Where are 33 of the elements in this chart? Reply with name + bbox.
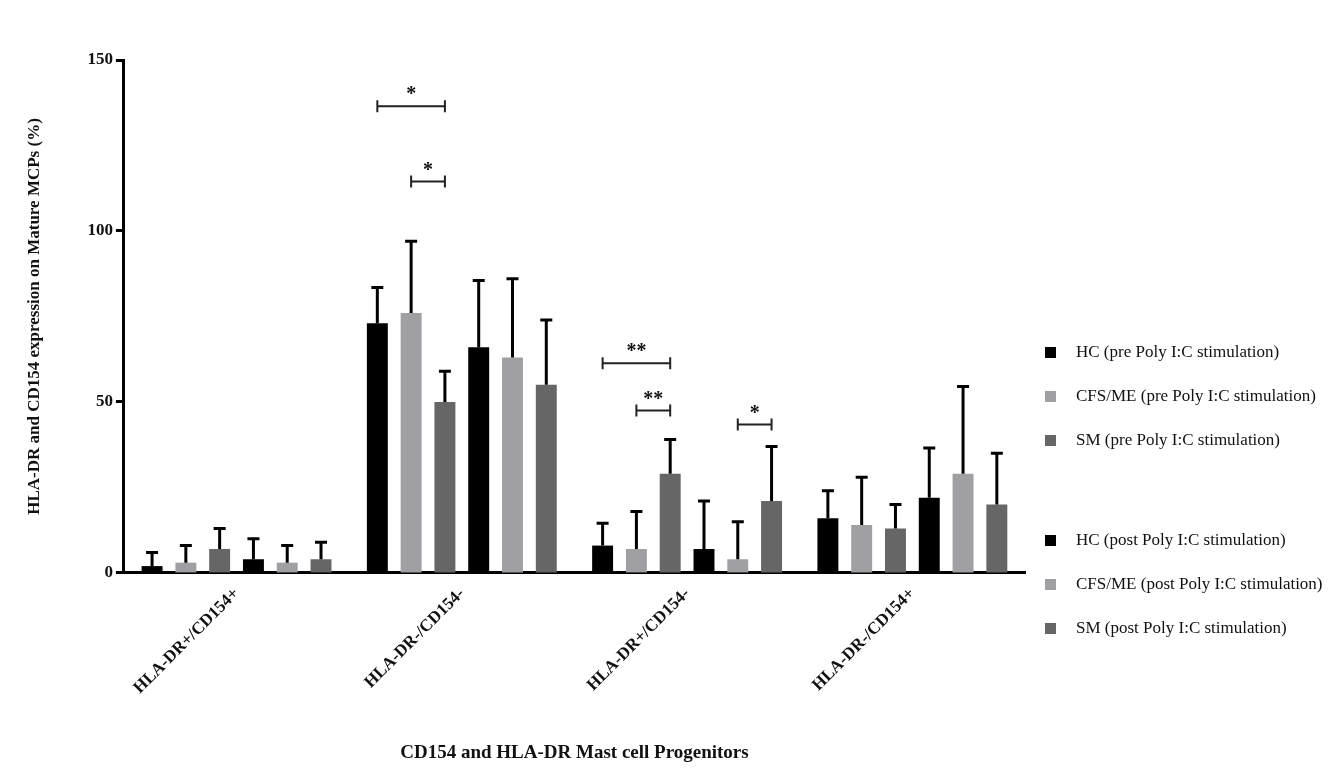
bar (659, 473, 681, 573)
legend-label: HC (pre Poly I:C stimulation) (1076, 342, 1280, 362)
y-tick-label: 100 (87, 220, 113, 240)
legend-label: CFS/ME (post Poly I:C stimulation) (1076, 574, 1323, 594)
annotation: ** (626, 339, 647, 362)
legend-label: SM (post Poly I:C stimulation) (1076, 618, 1287, 638)
annotation: ** (643, 386, 664, 409)
legend-label: SM (pre Poly I:C stimulation) (1076, 430, 1280, 450)
annotation: * (749, 400, 760, 423)
annotation: * (406, 82, 417, 105)
bar (986, 504, 1008, 573)
x-axis-title: CD154 and HLA-DR Mast cell Progenitors (400, 740, 749, 762)
bar (175, 562, 197, 573)
bar (535, 384, 557, 573)
bar (276, 562, 298, 573)
bar (502, 357, 523, 573)
bar (400, 313, 422, 573)
bar (761, 501, 783, 573)
bar (727, 559, 749, 573)
legend-label: CFS/ME (pre Poly I:C stimulation) (1076, 386, 1316, 406)
legend-label: HC (post Poly I:C stimulation) (1076, 530, 1286, 550)
bar (851, 525, 873, 573)
bar (884, 528, 906, 573)
y-tick-label: 50 (95, 391, 113, 411)
y-axis-title: HLA-DR and CD154 expression on Mature MCPs (%) (23, 118, 43, 515)
y-tick-label: 150 (87, 49, 113, 69)
y-tick-label: 0 (104, 562, 113, 582)
annotation: * (423, 157, 434, 180)
bar (310, 559, 332, 573)
bar (434, 401, 456, 573)
bar (952, 473, 974, 573)
bar (209, 548, 231, 573)
bar (625, 548, 647, 573)
